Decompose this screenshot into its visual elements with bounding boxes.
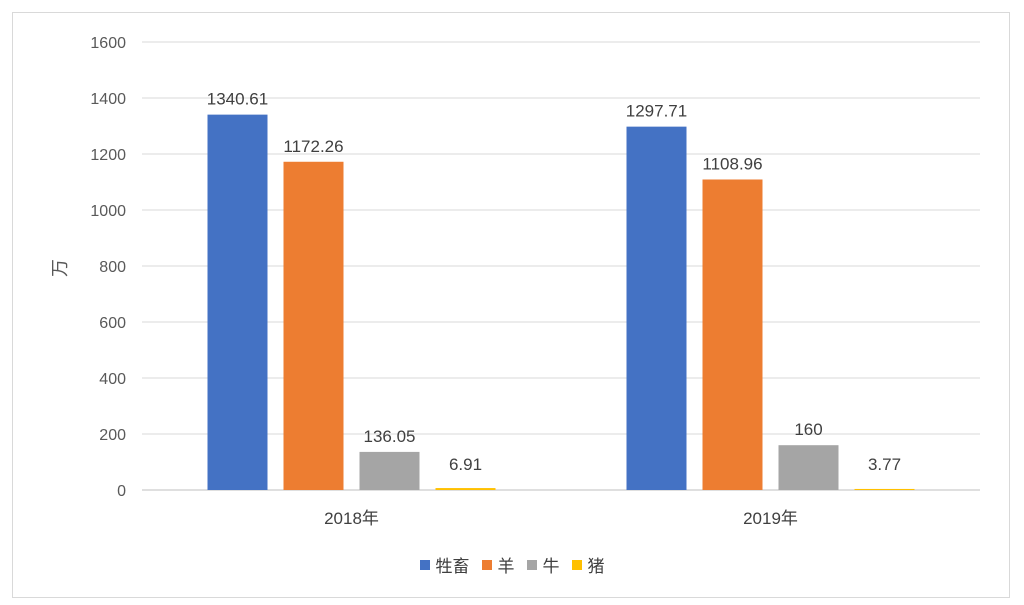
legend-label: 猪 bbox=[587, 557, 605, 576]
y-axis-label: 万 bbox=[50, 259, 70, 277]
legend-swatch bbox=[481, 559, 492, 570]
data-label: 3.77 bbox=[868, 455, 901, 474]
bar bbox=[283, 161, 344, 490]
legend-swatch bbox=[526, 559, 537, 570]
legend-swatch bbox=[419, 559, 430, 570]
bar bbox=[207, 114, 268, 490]
legend-item: 猪 bbox=[571, 552, 605, 577]
data-label: 1297.71 bbox=[626, 102, 687, 121]
bar bbox=[359, 451, 420, 490]
x-axis-categories: 2018年 2019年 bbox=[324, 509, 798, 528]
y-tick-label: 1600 bbox=[90, 35, 126, 52]
y-tick-label: 800 bbox=[99, 259, 126, 276]
data-label: 1340.61 bbox=[207, 90, 268, 109]
x-category-label: 2018年 bbox=[324, 509, 379, 528]
y-tick-label: 600 bbox=[99, 315, 126, 332]
legend-item: 牛 bbox=[526, 552, 560, 577]
chart-frame bbox=[12, 12, 1010, 598]
data-label: 6.91 bbox=[449, 455, 482, 474]
data-label: 1172.26 bbox=[283, 137, 343, 156]
legend-item: 羊 bbox=[481, 552, 515, 577]
data-label: 1108.96 bbox=[702, 154, 762, 173]
legend: 牲畜 羊 牛 猪 bbox=[0, 552, 1024, 577]
legend-swatch bbox=[571, 559, 582, 570]
data-labels: 1340.61 1172.26 136.05 6.91 1297.71 1108.96 16… bbox=[207, 90, 901, 474]
y-tick-label: 1400 bbox=[90, 91, 126, 108]
data-label: 160 bbox=[794, 420, 822, 439]
gridlines bbox=[142, 41, 980, 491]
bar bbox=[778, 445, 839, 490]
legend-label: 牛 bbox=[542, 557, 560, 576]
data-label: 136.05 bbox=[364, 427, 416, 446]
legend-item: 牲畜 bbox=[419, 552, 470, 577]
bar bbox=[702, 179, 763, 490]
y-axis-ticks: 0 200 400 600 800 1000 1200 1400 1600 bbox=[90, 35, 126, 500]
x-category-label: 2019年 bbox=[743, 509, 798, 528]
bar bbox=[626, 126, 687, 490]
bar bbox=[435, 488, 496, 490]
legend-label: 牲畜 bbox=[435, 557, 470, 576]
bar bbox=[854, 488, 915, 490]
y-tick-label: 400 bbox=[99, 371, 126, 388]
y-tick-label: 200 bbox=[99, 427, 126, 444]
bars bbox=[207, 114, 915, 490]
y-tick-label: 1200 bbox=[90, 147, 126, 164]
y-tick-label: 1000 bbox=[90, 203, 126, 220]
legend-label: 羊 bbox=[497, 557, 515, 576]
y-tick-label: 0 bbox=[117, 483, 126, 500]
